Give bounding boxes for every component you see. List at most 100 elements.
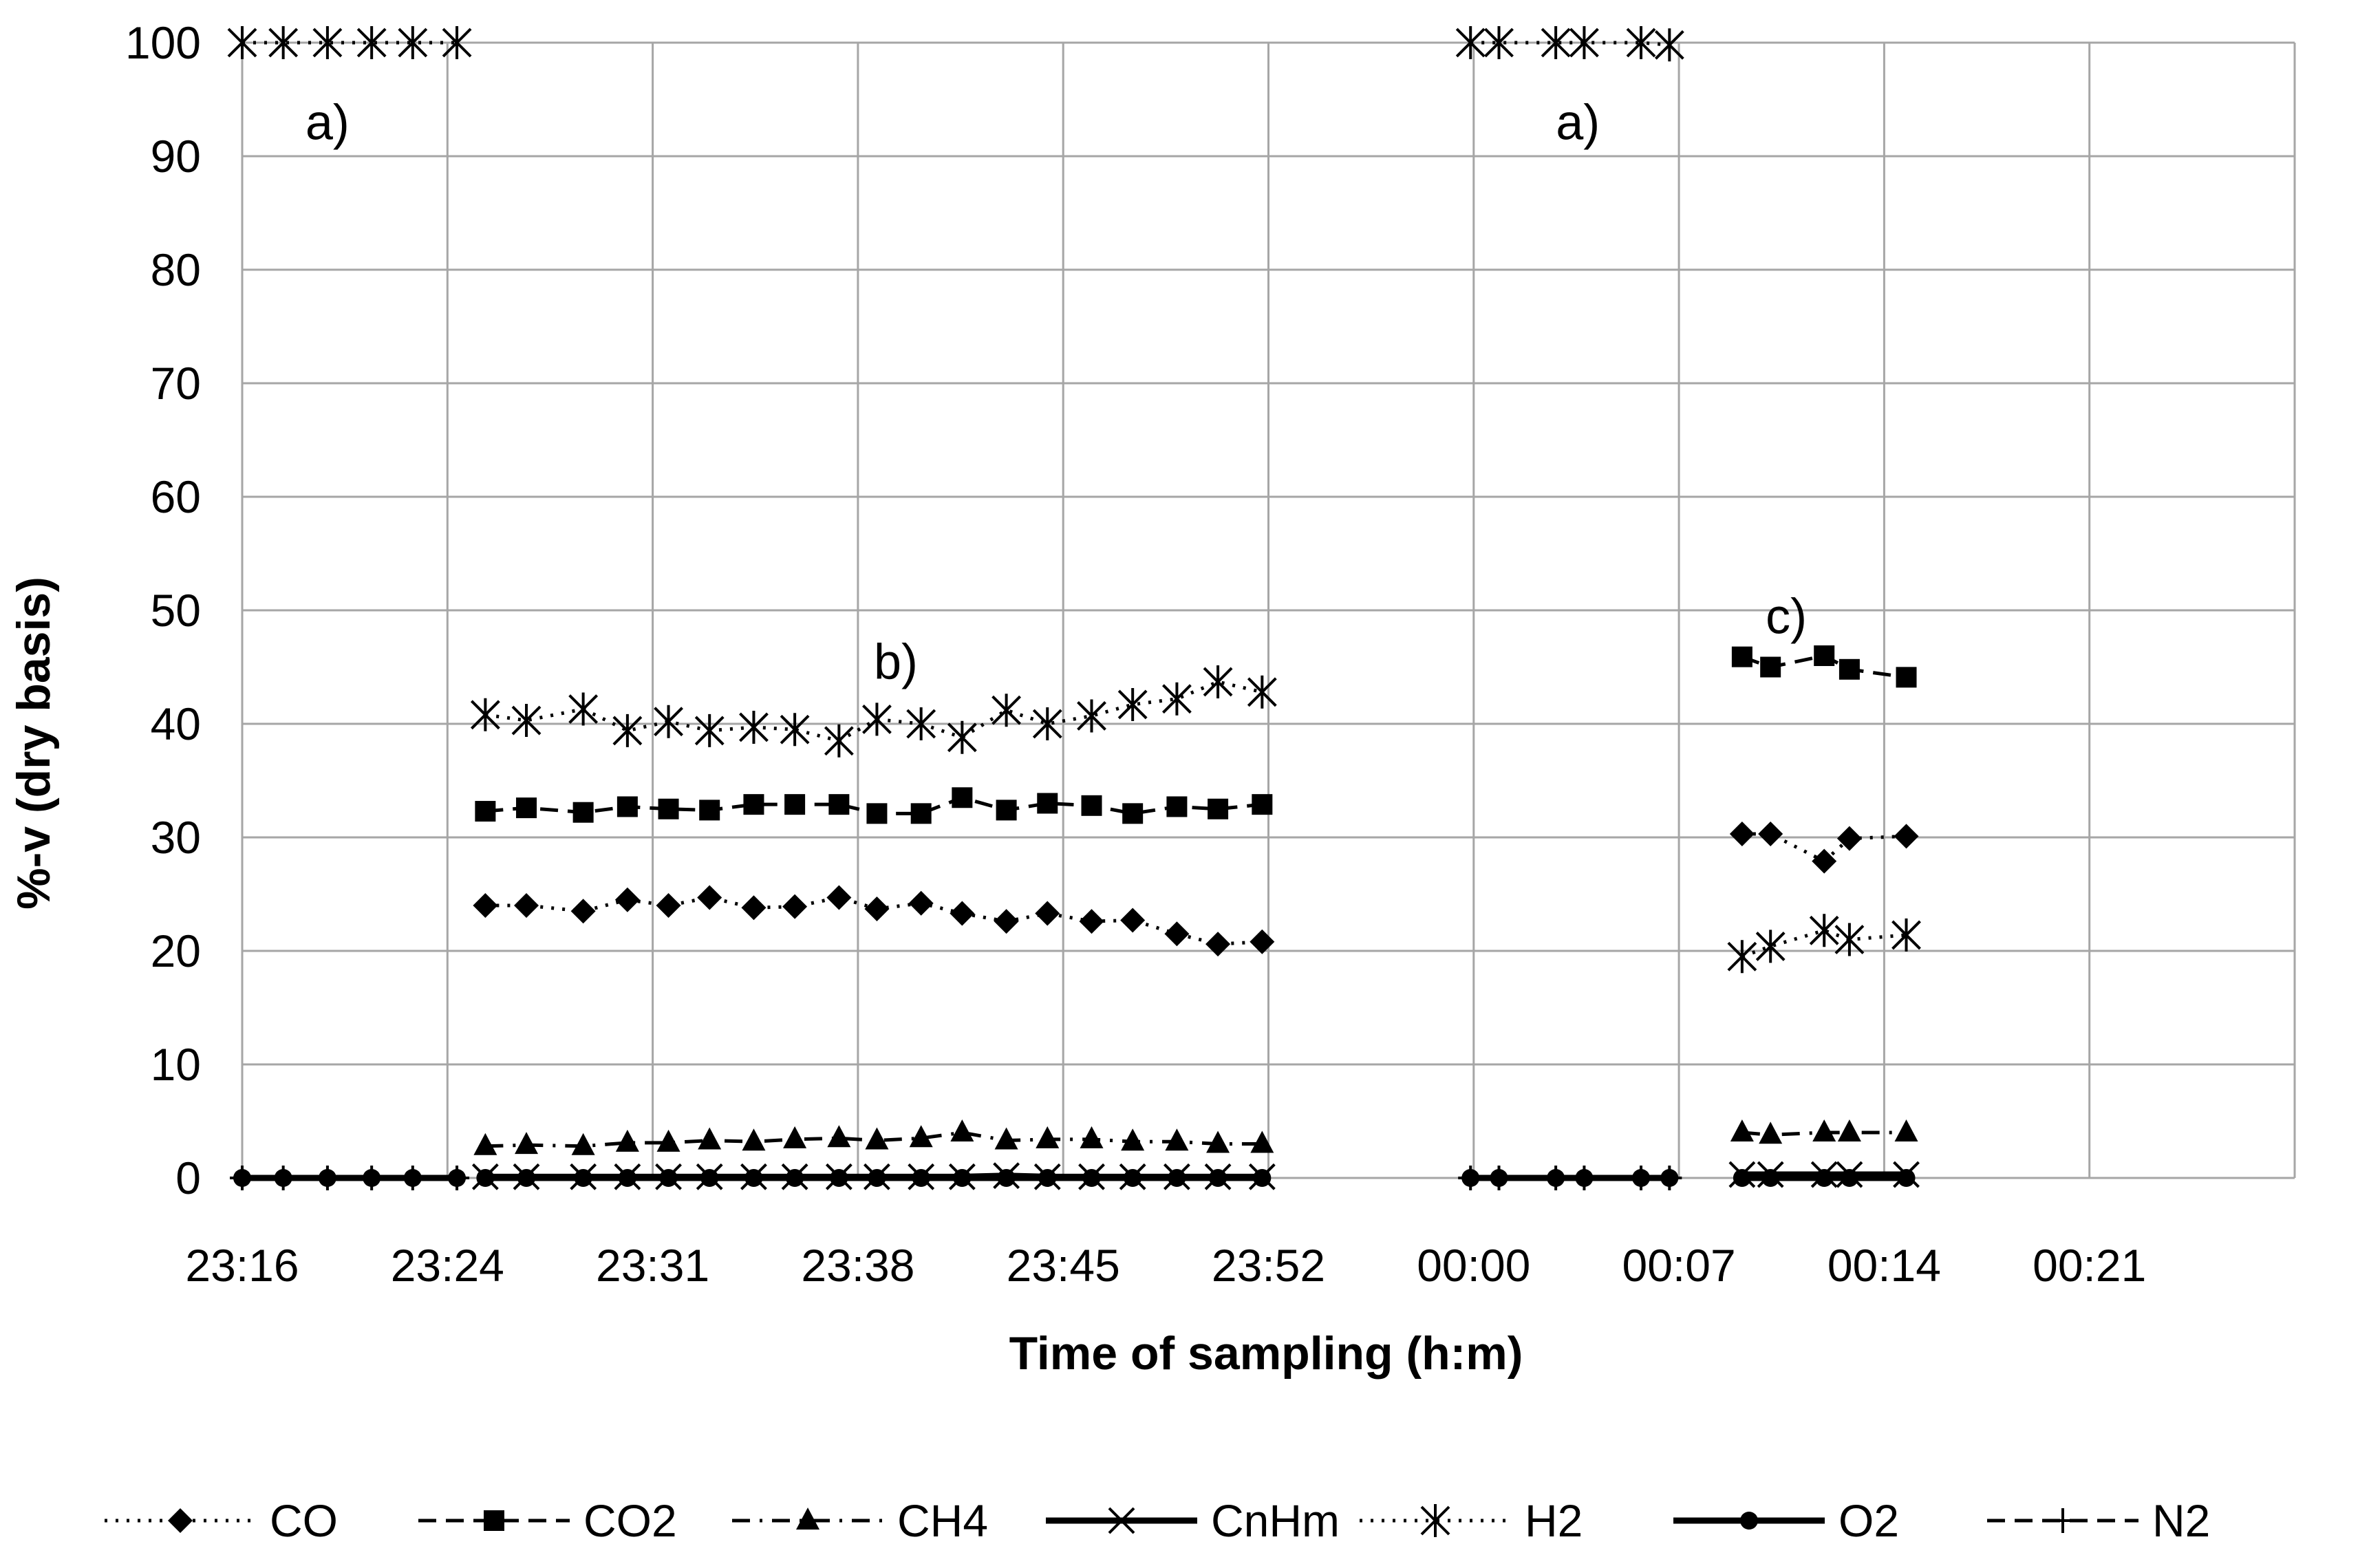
o2-point bbox=[1209, 1169, 1227, 1187]
h2-point bbox=[694, 714, 725, 747]
ch4-point bbox=[865, 1127, 889, 1150]
h2-point bbox=[442, 26, 472, 59]
h2-point bbox=[906, 707, 936, 740]
y-tick-label: 10 bbox=[151, 1039, 201, 1090]
h2-point bbox=[568, 692, 599, 726]
legend-marker bbox=[1108, 1507, 1135, 1534]
o2-point bbox=[1840, 1169, 1858, 1187]
legend-label: CnHm bbox=[1211, 1495, 1340, 1546]
h2-point bbox=[1654, 28, 1684, 62]
legend-item-n2: N2 bbox=[1987, 1495, 2210, 1546]
co-point bbox=[473, 893, 498, 918]
o2-point bbox=[476, 1169, 495, 1187]
series-n2 bbox=[230, 1166, 1682, 1190]
ch4-point bbox=[1165, 1128, 1189, 1151]
y-tick-label: 80 bbox=[151, 244, 201, 295]
y-axis-ticks: 0 10 20 30 40 50 60 70 80 90 100 bbox=[125, 17, 201, 1203]
o2-point bbox=[1168, 1169, 1186, 1187]
legend-label: O2 bbox=[1838, 1495, 1899, 1546]
co-point bbox=[1894, 824, 1919, 849]
n2-point bbox=[1657, 1166, 1682, 1190]
co-point bbox=[656, 893, 681, 918]
co-point bbox=[1205, 932, 1231, 957]
ch4-point bbox=[473, 1133, 497, 1155]
y-tick-label: 0 bbox=[175, 1152, 201, 1203]
co2-point bbox=[1037, 793, 1058, 814]
o2-point bbox=[517, 1169, 536, 1187]
co-point bbox=[1250, 929, 1275, 954]
ch4-point bbox=[1759, 1122, 1783, 1144]
ch4-point bbox=[571, 1133, 595, 1155]
ch4-point bbox=[1036, 1126, 1060, 1148]
n2-point bbox=[1486, 1166, 1512, 1190]
legend-marker bbox=[168, 1508, 193, 1533]
co-point bbox=[826, 885, 852, 910]
x-tick-label: 23:45 bbox=[1007, 1240, 1120, 1291]
ch4-point bbox=[698, 1127, 722, 1150]
annotations: a) a) b) c) bbox=[305, 96, 1807, 690]
co2-point bbox=[1731, 646, 1752, 667]
co2-point bbox=[1208, 798, 1229, 819]
h2-point bbox=[470, 698, 500, 731]
ch4-point bbox=[615, 1129, 639, 1152]
legend: CO CO2 CH4 CnHm H2 O2 N2 bbox=[105, 1495, 2210, 1546]
n2-point bbox=[359, 1166, 385, 1190]
o2-point bbox=[1815, 1169, 1834, 1187]
co2-point bbox=[1760, 656, 1781, 678]
y-tick-label: 30 bbox=[151, 812, 201, 863]
n2-point bbox=[1629, 1166, 1654, 1190]
y-tick-label: 90 bbox=[151, 131, 201, 182]
co2-point bbox=[1122, 803, 1144, 824]
co2-point bbox=[1814, 645, 1835, 666]
legend-item-co2: CO2 bbox=[418, 1495, 677, 1546]
n2-point bbox=[1458, 1166, 1483, 1190]
h2-point bbox=[511, 704, 542, 738]
ch4-point bbox=[1730, 1119, 1754, 1141]
h2-point bbox=[1727, 940, 1757, 974]
x-axis-title: Time of sampling (h:m) bbox=[1009, 1327, 1523, 1380]
x-tick-label: 23:24 bbox=[391, 1240, 504, 1291]
co-point bbox=[1812, 848, 1837, 874]
co-point bbox=[514, 893, 539, 918]
h2-point bbox=[1891, 918, 1921, 952]
co2-point bbox=[699, 800, 720, 821]
x-tick-label: 00:07 bbox=[1622, 1240, 1736, 1291]
n2-point bbox=[230, 1166, 255, 1190]
h2-point bbox=[227, 26, 257, 59]
legend-marker bbox=[2050, 1508, 2075, 1533]
n2-point bbox=[314, 1166, 340, 1190]
o2-point bbox=[912, 1169, 930, 1187]
co-point bbox=[1758, 822, 1783, 847]
co2-point bbox=[1166, 796, 1188, 817]
co-point bbox=[1836, 826, 1862, 851]
h2-point bbox=[398, 26, 428, 59]
annotation-label: a) bbox=[305, 96, 350, 151]
h2-point bbox=[780, 713, 810, 747]
ch4-point bbox=[515, 1132, 539, 1155]
h2-point bbox=[1032, 707, 1062, 740]
legend-item-co: CO bbox=[105, 1495, 338, 1546]
ch4-point bbox=[1894, 1119, 1918, 1141]
co-point bbox=[570, 899, 596, 924]
ch4-point bbox=[827, 1125, 851, 1148]
annotation-label: c) bbox=[1766, 589, 1807, 644]
h2-point bbox=[1755, 930, 1786, 963]
legend-item-cnhm: CnHm bbox=[1046, 1495, 1340, 1546]
x-axis-ticks: 23:16 23:24 23:31 23:38 23:45 23:52 00:00 00:07… bbox=[185, 1240, 2146, 1291]
n2-point bbox=[270, 1166, 296, 1190]
co-point bbox=[614, 887, 640, 912]
n2-point bbox=[444, 1166, 470, 1190]
legend-marker bbox=[1420, 1504, 1450, 1537]
y-tick-label: 60 bbox=[151, 471, 201, 522]
y-tick-label: 100 bbox=[125, 17, 201, 68]
legend-label: CO bbox=[270, 1495, 338, 1546]
o2-point bbox=[1038, 1169, 1057, 1187]
h2-point bbox=[1809, 914, 1839, 947]
co2-point bbox=[1081, 795, 1102, 816]
o2-point bbox=[868, 1169, 886, 1187]
ch4-point bbox=[783, 1126, 807, 1148]
x-tick-label: 00:21 bbox=[2033, 1240, 2146, 1291]
h2-point bbox=[1455, 26, 1486, 59]
series bbox=[227, 26, 1921, 1190]
x-tick-label: 23:16 bbox=[185, 1240, 299, 1291]
